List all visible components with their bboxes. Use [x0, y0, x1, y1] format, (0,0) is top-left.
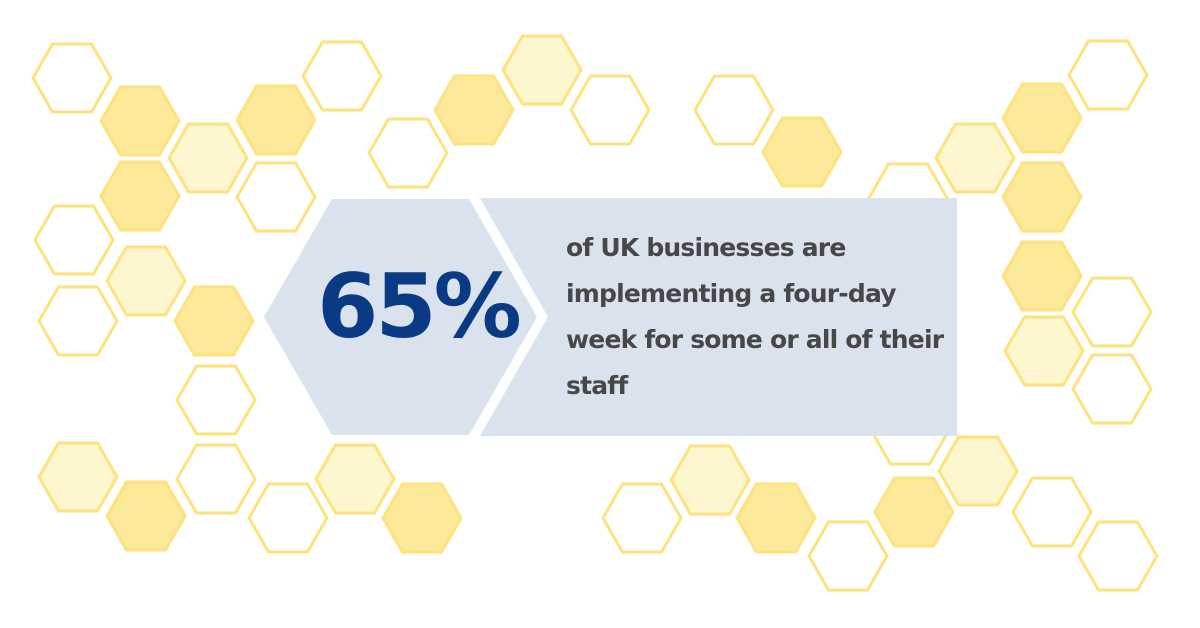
hexagon-decoration [37, 285, 119, 357]
hexagon-decoration [669, 444, 751, 516]
stat-value: 65% [317, 255, 522, 358]
hexagon-decoration [807, 520, 889, 592]
hexagon-decoration [1071, 353, 1153, 425]
hexagon-decoration [1067, 39, 1149, 111]
hexagon-decoration [99, 160, 181, 232]
hexagon-decoration [314, 443, 396, 515]
hexagon-decoration [1001, 82, 1083, 154]
hexagon-decoration [235, 161, 317, 233]
stat-description: of UK businesses are implementing a four… [566, 233, 944, 400]
hexagon-decoration [937, 435, 1019, 507]
hexagon-decoration [37, 441, 119, 513]
hexagon-decoration [175, 443, 257, 515]
hexagon-decoration [105, 245, 187, 317]
hexagon-decoration [761, 116, 843, 188]
hexagon-decoration [167, 122, 249, 194]
description-box [480, 198, 957, 436]
stat-hexagon [264, 199, 537, 435]
hexagon-decoration [569, 74, 651, 146]
hexagon-decoration [175, 364, 257, 436]
hexagon-decoration [105, 480, 187, 552]
hexagon-decoration [693, 74, 775, 146]
hexagon-decoration [99, 85, 181, 157]
hexagon-decoration [235, 84, 317, 156]
hexagon-decoration [1001, 240, 1083, 312]
hexagon-decoration [501, 34, 583, 106]
hexagon-decoration [173, 285, 255, 357]
hexagon-decoration [1077, 520, 1159, 592]
hexagon-decoration [433, 74, 515, 146]
hexagon-decoration [31, 42, 113, 114]
hexagon-decoration [367, 117, 449, 189]
hexagon-decoration [873, 476, 955, 548]
hexagon-decoration [247, 482, 329, 554]
hexagon-decoration [381, 482, 463, 554]
hexagon-decoration [1003, 315, 1085, 387]
hexagon-decoration [1071, 276, 1153, 348]
hexagon-decoration [33, 204, 115, 276]
hexagon-decoration [301, 40, 383, 112]
hexagon-decoration [735, 482, 817, 554]
hexagon-decoration [1001, 161, 1083, 233]
hexagon-decoration [1011, 476, 1093, 548]
hexagon-decoration [934, 122, 1016, 194]
hexagon-decoration [601, 482, 683, 554]
